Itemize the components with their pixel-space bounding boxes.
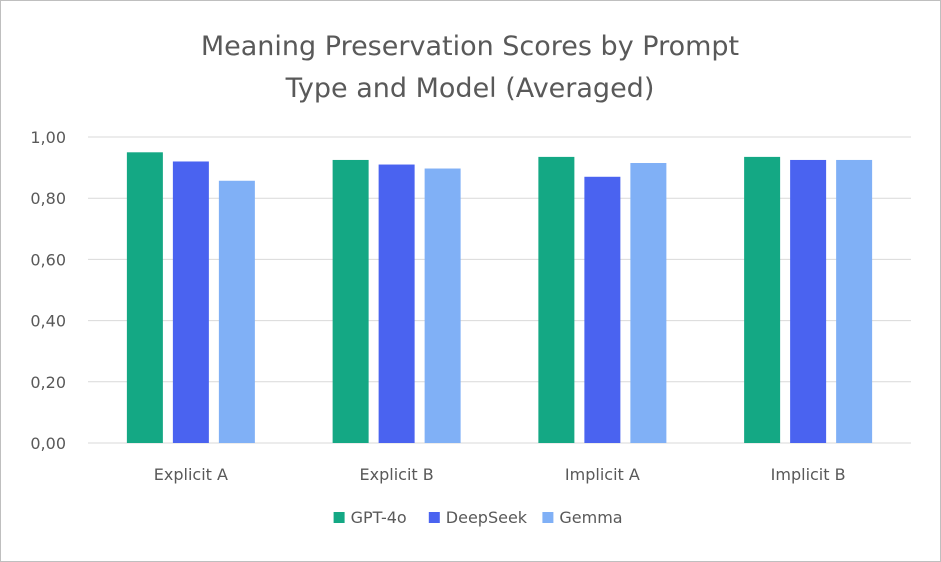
legend-swatch: [333, 512, 345, 523]
bar-gemma-explicit-a: [218, 180, 255, 443]
bar-gpt-4o-implicit-b: [744, 156, 781, 443]
bar-deepseek-explicit-b: [378, 164, 415, 444]
gridlines: [88, 136, 911, 444]
legend-label: GPT-4o: [351, 508, 407, 527]
y-tick-label: 0,80: [30, 189, 66, 208]
chart-title-line-2: Type and Model (Averaged): [285, 73, 655, 104]
chart-title-line-1: Meaning Preservation Scores by Prompt: [201, 31, 739, 62]
y-tick-label: 0,60: [30, 250, 66, 269]
bar-deepseek-implicit-b: [790, 159, 827, 443]
bars: [126, 152, 873, 444]
bar-gemma-implicit-b: [836, 159, 873, 443]
bar-gpt-4o-explicit-b: [332, 159, 369, 443]
bar-gpt-4o-implicit-a: [538, 156, 575, 443]
chart-title: Meaning Preservation Scores by Prompt Ty…: [201, 31, 739, 104]
x-category-label: Implicit B: [771, 465, 846, 484]
legend: GPT-4o DeepSeek Gemma: [333, 508, 623, 527]
x-category-label: Explicit B: [360, 465, 434, 484]
bar-gemma-implicit-a: [630, 163, 667, 443]
legend-label: DeepSeek: [446, 508, 528, 527]
legend-swatch: [542, 512, 554, 523]
y-tick-label: 0,40: [30, 312, 66, 331]
legend-label: Gemma: [559, 508, 622, 527]
y-tick-label: 0,00: [30, 434, 66, 453]
bar-deepseek-explicit-a: [172, 161, 209, 444]
y-tick-label: 1,00: [30, 128, 66, 147]
x-axis-category-labels: Explicit A Explicit B Implicit A Implicit B: [154, 465, 846, 484]
legend-swatch: [428, 512, 440, 523]
y-axis-tick-labels: 0,00 0,20 0,40 0,60 0,80 1,00: [30, 128, 66, 453]
y-tick-label: 0,20: [30, 373, 66, 392]
bar-gemma-explicit-b: [424, 168, 461, 443]
x-category-label: Explicit A: [154, 465, 228, 484]
bar-gpt-4o-explicit-a: [126, 152, 163, 444]
x-category-label: Implicit A: [565, 465, 640, 484]
bar-deepseek-implicit-a: [584, 176, 621, 443]
